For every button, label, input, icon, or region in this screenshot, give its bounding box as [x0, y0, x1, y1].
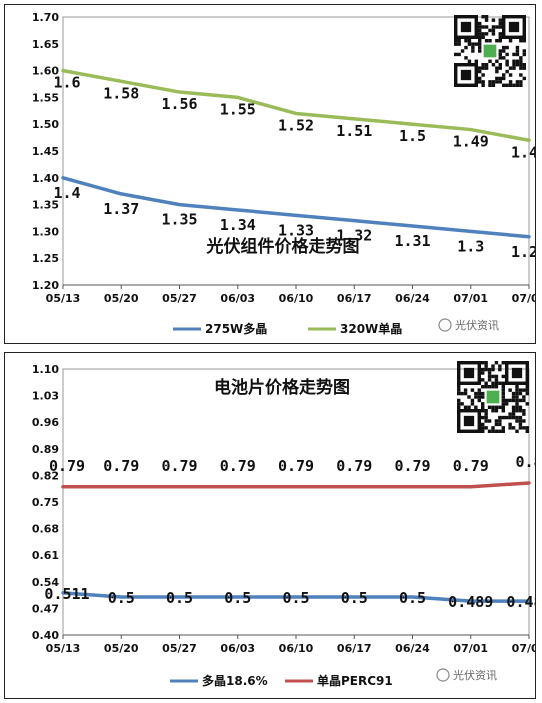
x-tick-label: 06/10: [279, 642, 314, 655]
y-tick-label: 1.20: [32, 279, 59, 292]
data-label: 1.51: [336, 122, 372, 140]
series-line-1: [61, 68, 531, 143]
y-tick-label: 1.35: [32, 199, 59, 212]
x-tick-label: 06/17: [337, 292, 372, 305]
x-tick-label: 05/27: [162, 642, 197, 655]
data-label: 0.5: [108, 589, 135, 607]
y-tick-label: 1.55: [32, 91, 59, 104]
legend-label: 320W单晶: [340, 321, 402, 336]
data-label: 1.47: [511, 143, 535, 161]
data-label: 0.79: [220, 457, 256, 475]
data-label: 1.4: [53, 184, 80, 202]
qr-code-icon: [457, 361, 530, 434]
x-tick-label: 05/13: [46, 642, 81, 655]
y-tick-label: 1.65: [32, 38, 59, 51]
y-tick-label: 0.96: [32, 416, 59, 429]
data-label: 1.31: [394, 232, 430, 250]
data-label: 1.6: [53, 74, 80, 92]
series-line-0: [61, 176, 531, 239]
y-tick-label: 0.54: [32, 576, 59, 589]
chart-title: 光伏组件价格走势图: [206, 236, 360, 257]
data-label: 0.79: [394, 457, 430, 475]
x-tick-label: 05/20: [104, 292, 139, 305]
y-tick-label: 0.82: [32, 469, 59, 482]
module-price-chart: 1.70 1.65 1.60 1.55 1.50 1.45 1.40 1.35 1.30 1.25…: [32, 11, 535, 336]
y-tick-label: 0.89: [32, 443, 59, 456]
x-tick-label: 06/10: [279, 292, 314, 305]
y-tick-label: 1.45: [32, 145, 59, 158]
x-tick-label: 06/03: [220, 292, 255, 305]
x-tick-label: 06/24: [395, 292, 430, 305]
data-label: 1.29: [511, 243, 535, 261]
legend-label: 单晶PERC91: [317, 673, 393, 688]
y-tick-label: 0.75: [32, 496, 59, 509]
x-tick-label: 05/27: [162, 292, 197, 305]
data-label: 1.56: [161, 95, 197, 113]
x-tick-label: 07/08: [512, 292, 535, 305]
legend-label: 多晶18.6%: [202, 673, 268, 688]
data-label: 0.79: [278, 457, 314, 475]
x-tick-label: 07/08: [512, 642, 535, 655]
data-label: 0.5: [224, 589, 251, 607]
data-label: 1.34: [220, 216, 256, 234]
data-label: 1.35: [161, 211, 197, 229]
y-tick-label: 0.47: [32, 602, 59, 615]
x-tick-label: 07/01: [453, 642, 488, 655]
data-label: 0.489: [448, 593, 493, 611]
legend-label: 275W多晶: [205, 321, 267, 336]
x-tick-label: 06/24: [395, 642, 430, 655]
y-tick-label: 1.03: [32, 390, 59, 403]
data-label: 1.5: [399, 127, 426, 145]
series-line-0: [61, 591, 531, 603]
y-tick-label: 0.68: [32, 523, 59, 536]
y-tick-label: 1.25: [32, 252, 59, 265]
data-label: 0.79: [49, 457, 85, 475]
x-tick-label: 06/17: [337, 642, 372, 655]
x-tick-label: 06/03: [220, 642, 255, 655]
chart-title: 电池片价格走势图: [214, 377, 350, 398]
data-label: 1.55: [220, 100, 256, 118]
data-label: 1.33: [278, 221, 314, 239]
data-label: 0.511: [44, 585, 89, 603]
data-label: 0.489: [506, 593, 535, 611]
y-tick-label: 0.40: [32, 629, 59, 642]
wechat-icon: [436, 668, 450, 682]
x-tick-label: 07/01: [453, 292, 488, 305]
y-tick-label: 1.70: [32, 11, 59, 24]
x-tick-label: 05/13: [46, 292, 81, 305]
watermark-text: 光伏资讯: [453, 668, 497, 682]
watermark-text: 光伏资讯: [455, 318, 499, 332]
y-tick-label: 1.50: [32, 118, 59, 131]
data-label: 1.3: [457, 237, 484, 255]
y-tick-label: 1.40: [32, 172, 59, 185]
module-price-chart-panel: 1.70 1.65 1.60 1.55 1.50 1.45 1.40 1.35 1.30 1.25…: [4, 4, 536, 344]
y-tick-label: 1.30: [32, 225, 59, 238]
data-label: 0.79: [453, 457, 489, 475]
data-label: 1.37: [103, 200, 139, 218]
data-label: 0.5: [282, 589, 309, 607]
data-label: 0.79: [336, 457, 372, 475]
data-label: 0.79: [161, 457, 197, 475]
y-tick-label: 1.60: [32, 65, 59, 78]
data-label: 1.58: [103, 84, 139, 102]
y-tick-label: 1.10: [32, 363, 59, 376]
series-line-1: [61, 481, 531, 489]
cell-price-chart: 1.10 1.03 0.96 0.89 0.82 0.75 0.68 0.61 0.54 0.47…: [32, 361, 535, 688]
cell-price-chart-panel: 1.10 1.03 0.96 0.89 0.82 0.75 0.68 0.61 0.54 0.47…: [4, 352, 536, 699]
y-tick-label: 0.61: [32, 549, 59, 562]
data-label: 0.5: [341, 589, 368, 607]
qr-code-icon: [454, 15, 527, 88]
x-tick-label: 05/20: [104, 642, 139, 655]
data-label: 1.49: [453, 133, 489, 151]
data-label: 0.5: [166, 589, 193, 607]
wechat-icon: [438, 318, 452, 332]
data-label: 0.79: [103, 457, 139, 475]
data-label: 1.52: [278, 116, 314, 134]
data-label: 0.8: [515, 453, 535, 471]
data-label: 0.5: [399, 589, 426, 607]
data-label: 1.32: [336, 227, 372, 245]
